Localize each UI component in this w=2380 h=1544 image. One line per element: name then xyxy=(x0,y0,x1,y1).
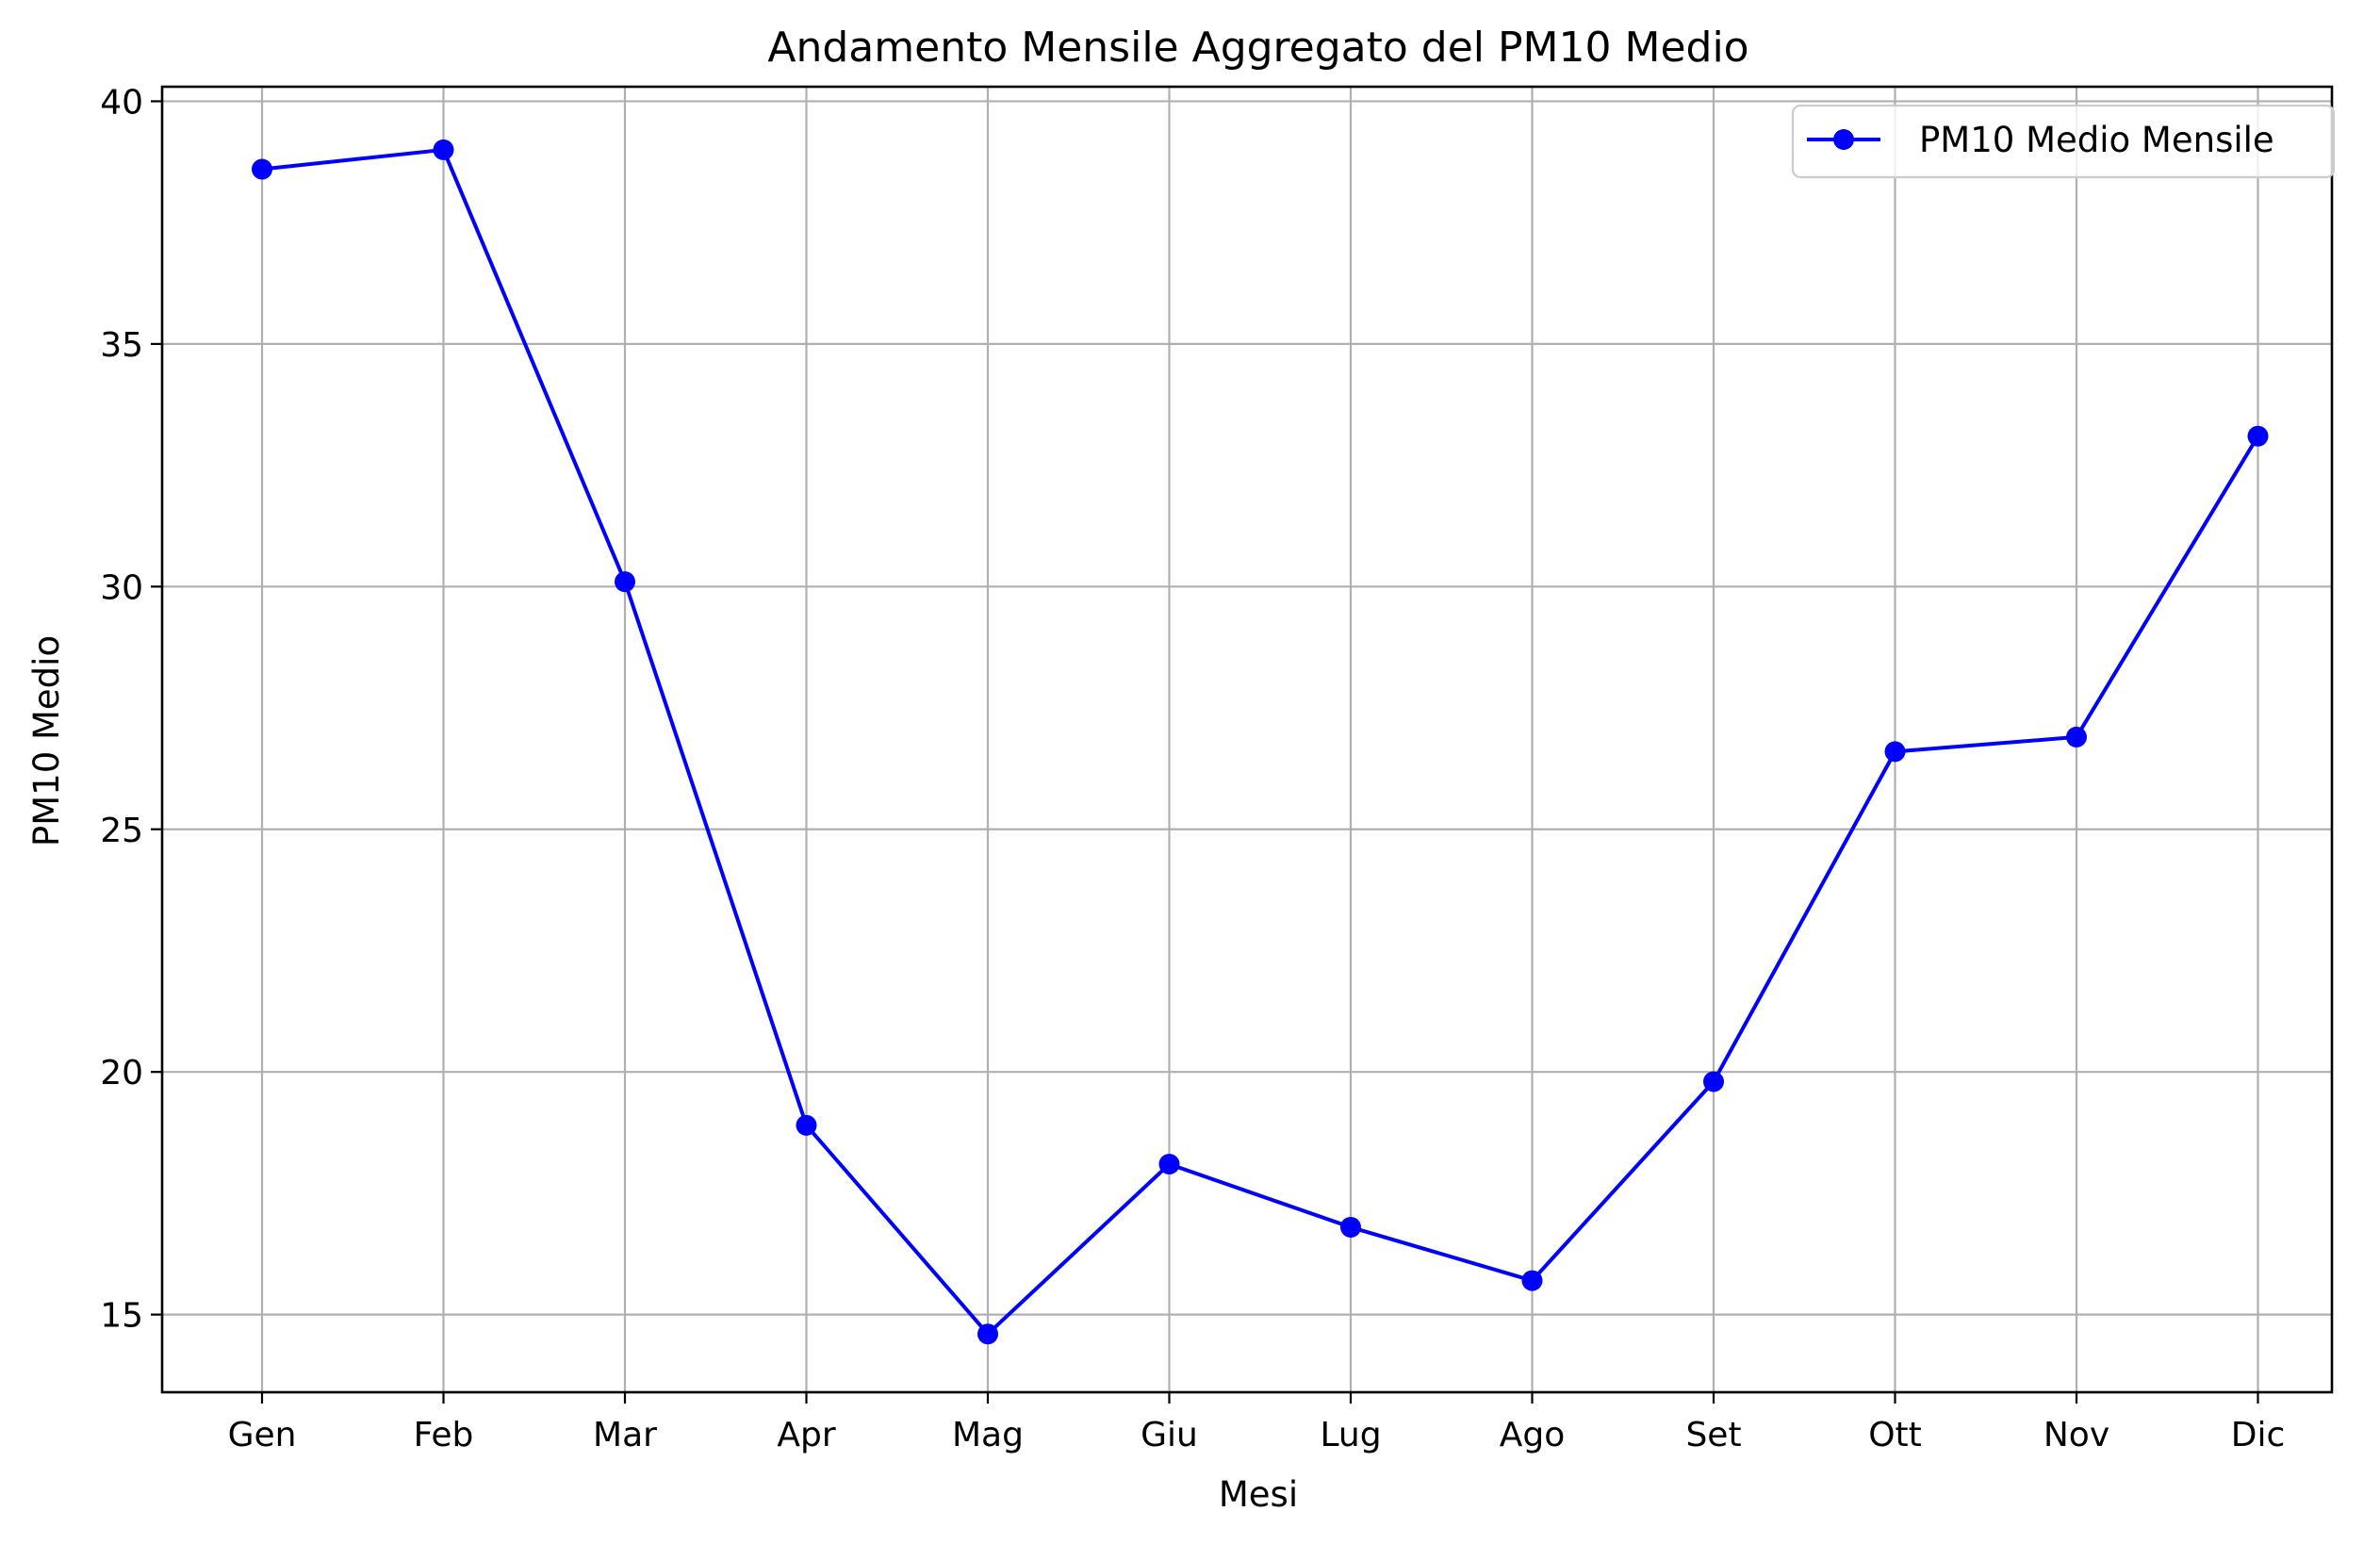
data-point xyxy=(1884,741,1906,763)
tick-layer: Gen Feb Mar Apr Mag Giu Lug Ago Set Ott Nov Dic 15 20… xyxy=(100,83,2285,1454)
x-tick-label: Mar xyxy=(593,1416,657,1454)
data-point xyxy=(2247,425,2269,447)
x-axis-label: Mesi xyxy=(1219,1474,1298,1515)
x-tick-label: Apr xyxy=(777,1416,835,1454)
data-point xyxy=(796,1114,817,1136)
series-line xyxy=(261,147,2260,1337)
x-tick-label: Feb xyxy=(414,1416,474,1454)
y-tick-label: 25 xyxy=(100,812,143,850)
y-axis-label: PM10 Medio xyxy=(26,635,67,846)
y-tick-label: 30 xyxy=(100,568,143,607)
data-point xyxy=(1340,1216,1361,1238)
x-tick-label: Set xyxy=(1685,1416,1741,1454)
series-layer xyxy=(252,139,2269,1345)
data-point xyxy=(977,1323,998,1345)
x-tick-label: Ago xyxy=(1500,1416,1566,1454)
legend-label: PM10 Medio Mensile xyxy=(1919,120,2274,160)
legend: PM10 Medio Mensile xyxy=(1791,104,2336,179)
data-point xyxy=(252,158,272,180)
y-tick-label: 40 xyxy=(100,83,143,122)
data-point xyxy=(433,139,454,160)
legend-box xyxy=(1791,104,2336,179)
x-tick-label: Nov xyxy=(2044,1416,2109,1454)
y-tick-label: 15 xyxy=(100,1297,143,1336)
data-point xyxy=(615,571,635,593)
x-tick-label: Dic xyxy=(2231,1416,2286,1454)
x-tick-label: Giu xyxy=(1141,1416,1198,1454)
y-tick-label: 35 xyxy=(100,326,143,365)
x-tick-label: Gen xyxy=(228,1416,297,1454)
data-point xyxy=(2066,726,2087,747)
x-tick-label: Ott xyxy=(1868,1416,1922,1454)
data-point xyxy=(1703,1071,1724,1092)
x-tick-label: Mag xyxy=(952,1416,1024,1454)
chart-title: Andamento Mensile Aggregato del PM10 Med… xyxy=(767,24,1748,72)
data-point xyxy=(1521,1270,1543,1291)
y-tick-label: 20 xyxy=(100,1054,143,1092)
legend-marker-swatch xyxy=(1833,129,1854,150)
data-point xyxy=(1158,1154,1180,1175)
grid-layer xyxy=(162,87,2332,1392)
plot-frame xyxy=(160,85,2334,1394)
x-tick-label: Lug xyxy=(1320,1416,1381,1454)
